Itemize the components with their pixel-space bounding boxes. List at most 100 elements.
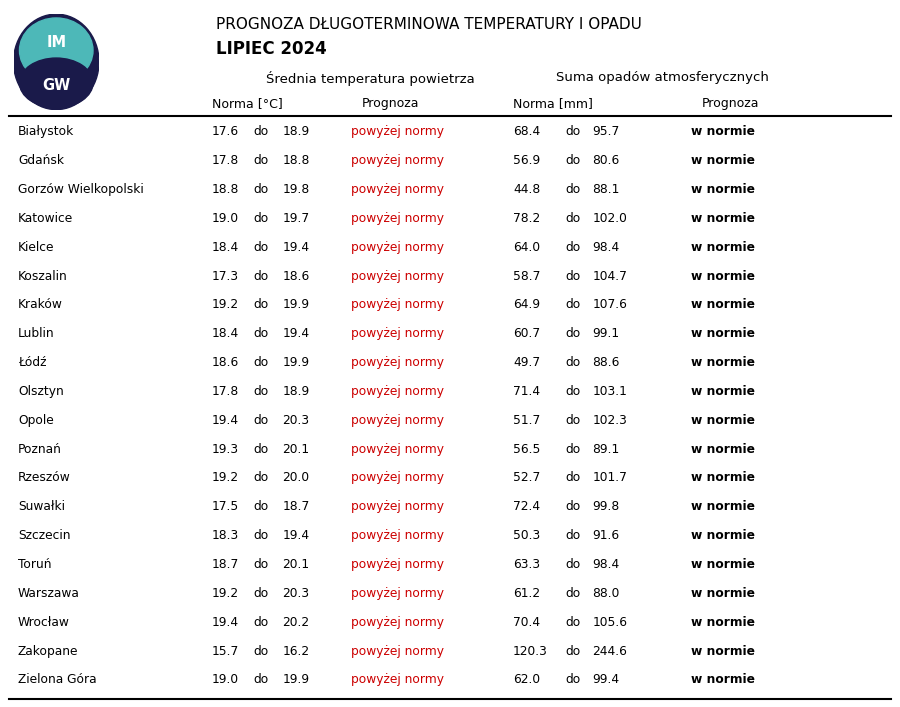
Text: do: do	[254, 587, 269, 600]
Text: 105.6: 105.6	[592, 616, 627, 629]
Text: w normie: w normie	[691, 298, 755, 311]
Text: 71.4: 71.4	[513, 385, 540, 398]
Text: powyżej normy: powyżej normy	[351, 414, 444, 427]
Text: powyżej normy: powyżej normy	[351, 673, 444, 686]
Text: Katowice: Katowice	[18, 212, 73, 225]
Text: do: do	[254, 673, 269, 686]
Text: w normie: w normie	[691, 443, 755, 455]
Text: 103.1: 103.1	[592, 385, 627, 398]
Text: w normie: w normie	[691, 212, 755, 225]
Text: LIPIEC 2024: LIPIEC 2024	[216, 40, 327, 57]
Text: w normie: w normie	[691, 587, 755, 600]
Text: Kielce: Kielce	[18, 240, 55, 254]
Text: do: do	[254, 298, 269, 311]
Text: Gdańsk: Gdańsk	[18, 154, 64, 167]
Text: 19.4: 19.4	[212, 616, 239, 629]
Text: 72.4: 72.4	[513, 501, 540, 513]
Text: 56.9: 56.9	[513, 154, 540, 167]
Text: w normie: w normie	[691, 125, 755, 139]
Text: do: do	[565, 414, 581, 427]
Text: w normie: w normie	[691, 356, 755, 369]
Text: do: do	[254, 645, 269, 658]
Text: 17.3: 17.3	[212, 269, 239, 283]
Text: Poznań: Poznań	[18, 443, 62, 455]
Text: 20.3: 20.3	[283, 414, 310, 427]
Text: powyżej normy: powyżej normy	[351, 501, 444, 513]
Text: 18.8: 18.8	[283, 154, 310, 167]
Text: Warszawa: Warszawa	[18, 587, 80, 600]
Text: w normie: w normie	[691, 616, 755, 629]
Text: 19.4: 19.4	[283, 240, 310, 254]
Text: w normie: w normie	[691, 183, 755, 196]
Text: do: do	[254, 385, 269, 398]
Text: 18.4: 18.4	[212, 327, 239, 340]
Text: do: do	[565, 673, 581, 686]
Text: powyżej normy: powyżej normy	[351, 558, 444, 571]
Text: 56.5: 56.5	[513, 443, 540, 455]
Text: powyżej normy: powyżej normy	[351, 472, 444, 484]
Text: powyżej normy: powyżej normy	[351, 529, 444, 542]
Text: Kraków: Kraków	[18, 298, 63, 311]
Text: Zielona Góra: Zielona Góra	[18, 673, 96, 686]
Text: powyżej normy: powyżej normy	[351, 443, 444, 455]
Text: 19.2: 19.2	[212, 298, 239, 311]
Text: 18.7: 18.7	[212, 558, 239, 571]
Text: do: do	[565, 356, 581, 369]
Text: 18.4: 18.4	[212, 240, 239, 254]
Text: 98.4: 98.4	[592, 558, 619, 571]
Text: 17.8: 17.8	[212, 385, 239, 398]
Text: 88.1: 88.1	[592, 183, 619, 196]
Text: 102.0: 102.0	[592, 212, 627, 225]
Text: do: do	[565, 298, 581, 311]
Text: PROGNOZA DŁUGOTERMINOWA TEMPERATURY I OPADU: PROGNOZA DŁUGOTERMINOWA TEMPERATURY I OP…	[216, 17, 642, 32]
Text: 78.2: 78.2	[513, 212, 540, 225]
Text: w normie: w normie	[691, 154, 755, 167]
Text: 18.7: 18.7	[283, 501, 310, 513]
Text: do: do	[254, 327, 269, 340]
Text: do: do	[565, 443, 581, 455]
Text: 17.6: 17.6	[212, 125, 239, 139]
Text: do: do	[565, 616, 581, 629]
Text: 99.1: 99.1	[592, 327, 619, 340]
Text: 62.0: 62.0	[513, 673, 540, 686]
Text: 68.4: 68.4	[513, 125, 540, 139]
Text: Łódź: Łódź	[18, 356, 47, 369]
Text: do: do	[565, 154, 581, 167]
Text: do: do	[254, 356, 269, 369]
Text: 19.3: 19.3	[212, 443, 239, 455]
Text: do: do	[254, 269, 269, 283]
Text: powyżej normy: powyżej normy	[351, 298, 444, 311]
Text: powyżej normy: powyżej normy	[351, 587, 444, 600]
Text: Białystok: Białystok	[18, 125, 74, 139]
Text: 19.4: 19.4	[283, 529, 310, 542]
Text: w normie: w normie	[691, 240, 755, 254]
Text: do: do	[254, 616, 269, 629]
Text: do: do	[254, 212, 269, 225]
Text: Olsztyn: Olsztyn	[18, 385, 64, 398]
Text: 17.5: 17.5	[212, 501, 239, 513]
Text: powyżej normy: powyżej normy	[351, 616, 444, 629]
Text: 98.4: 98.4	[592, 240, 619, 254]
Text: 20.1: 20.1	[283, 558, 310, 571]
Text: Gorzów Wielkopolski: Gorzów Wielkopolski	[18, 183, 144, 196]
Text: do: do	[565, 645, 581, 658]
Text: 17.8: 17.8	[212, 154, 239, 167]
Text: do: do	[565, 183, 581, 196]
Text: do: do	[565, 125, 581, 139]
Text: 244.6: 244.6	[592, 645, 627, 658]
Text: powyżej normy: powyżej normy	[351, 240, 444, 254]
Text: 16.2: 16.2	[283, 645, 310, 658]
Text: IM: IM	[46, 35, 67, 50]
Text: GW: GW	[42, 78, 70, 93]
Text: 120.3: 120.3	[513, 645, 548, 658]
Text: do: do	[254, 501, 269, 513]
Text: powyżej normy: powyżej normy	[351, 356, 444, 369]
Text: w normie: w normie	[691, 558, 755, 571]
Text: 20.1: 20.1	[283, 443, 310, 455]
Text: 18.9: 18.9	[283, 125, 310, 139]
Text: Prognoza: Prognoza	[362, 97, 419, 110]
Text: do: do	[254, 414, 269, 427]
Text: 102.3: 102.3	[592, 414, 627, 427]
Text: 44.8: 44.8	[513, 183, 540, 196]
Text: 18.6: 18.6	[212, 356, 239, 369]
